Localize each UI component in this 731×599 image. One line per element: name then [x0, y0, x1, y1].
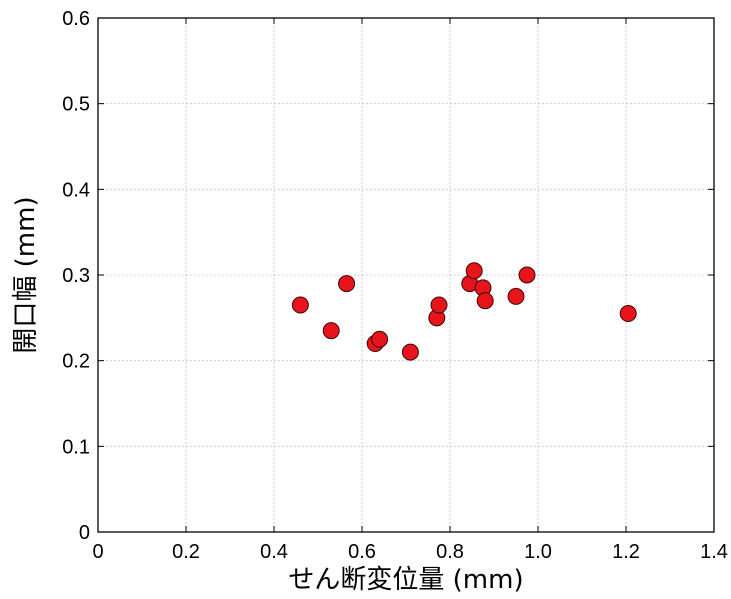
data-points	[291, 262, 637, 361]
data-point	[322, 322, 340, 340]
data-point	[476, 292, 494, 310]
x-tick-label: 1.0	[524, 541, 552, 563]
data-point	[430, 296, 448, 314]
y-tick-label: 0.3	[62, 265, 90, 287]
x-tick-label: 0.6	[348, 541, 376, 563]
data-point	[465, 262, 483, 280]
data-point	[507, 287, 525, 305]
x-tick-label: 1.4	[700, 541, 728, 563]
data-point	[371, 330, 389, 348]
data-point	[291, 296, 309, 314]
x-tick-label: 0.2	[172, 541, 200, 563]
data-point	[338, 275, 356, 293]
x-tick-label: 1.2	[612, 541, 640, 563]
x-tick-label: 0.8	[436, 541, 464, 563]
x-axis-title: せん断変位量 (mm)	[288, 565, 523, 595]
data-point	[619, 305, 637, 323]
ticks: 0 0.2 0.4 0.6 0.8 1.0 1.2 1.4 0 0.1 0.2 0.3 0.4 0.5 0.…	[62, 8, 728, 563]
data-point	[401, 343, 419, 361]
y-tick-label: 0.5	[62, 94, 90, 116]
y-axis-title: 開口幅 (mm)	[11, 196, 41, 353]
y-tick-label: 0	[79, 522, 90, 544]
y-tick-label: 0.2	[62, 351, 90, 373]
grid	[98, 18, 714, 532]
y-tick-label: 0.4	[62, 179, 90, 201]
y-tick-label: 0.6	[62, 8, 90, 30]
y-tick-label: 0.1	[62, 436, 90, 458]
x-tick-label: 0	[92, 541, 103, 563]
data-point	[518, 266, 536, 284]
x-tick-label: 0.4	[260, 541, 288, 563]
